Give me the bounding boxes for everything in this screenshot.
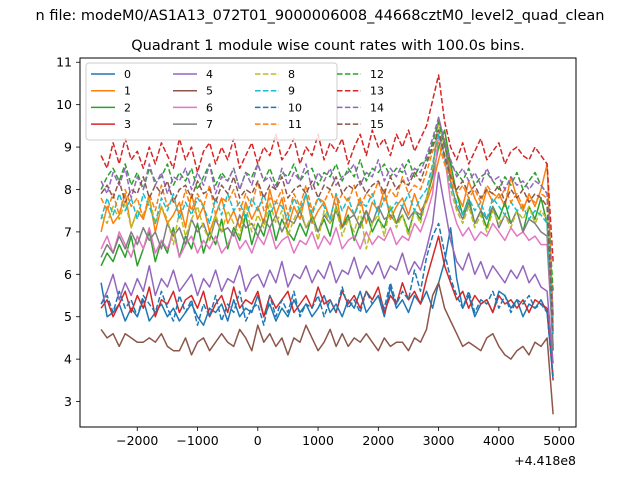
legend-box <box>85 62 338 141</box>
legend-label-15: 15 <box>370 118 384 131</box>
plot-area <box>79 57 577 428</box>
x-tick-label: −2000 <box>116 433 158 448</box>
series-line-4 <box>100 171 554 364</box>
y-tick-label: 7 <box>64 224 72 239</box>
series-line-8 <box>100 120 554 326</box>
series-line-13 <box>100 74 554 262</box>
legend-label-6: 6 <box>206 101 213 114</box>
x-axis-ticks: −2000 −1000 0 1000 2000 3000 4000 5000 <box>116 427 575 448</box>
x-axis-offset-label: +4.418e8 <box>514 453 576 468</box>
x-tick-label: 3000 <box>423 433 455 448</box>
series-line-14 <box>100 116 554 317</box>
series-line-15 <box>100 129 554 334</box>
legend-label-5: 5 <box>206 85 213 98</box>
legend-label-8: 8 <box>288 68 295 81</box>
y-tick-label: 10 <box>56 97 72 112</box>
legend-label-13: 13 <box>370 85 384 98</box>
x-tick-label: 5000 <box>543 433 575 448</box>
y-tick-label: 5 <box>64 309 72 324</box>
y-tick-label: 9 <box>64 140 72 155</box>
series-line-6 <box>100 133 554 347</box>
legend-label-3: 3 <box>124 118 131 131</box>
y-tick-label: 3 <box>64 394 72 409</box>
y-tick-label: 4 <box>64 352 72 367</box>
legend-label-11: 11 <box>288 118 302 131</box>
legend-label-1: 1 <box>124 85 131 98</box>
legend-label-7: 7 <box>206 118 213 131</box>
x-tick-label: 2000 <box>362 433 394 448</box>
legend-label-14: 14 <box>370 101 384 114</box>
legend-label-9: 9 <box>288 85 295 98</box>
legend-label-4: 4 <box>206 68 213 81</box>
y-axis-ticks: 3 4 5 6 7 8 9 10 11 <box>56 55 80 409</box>
series-line-11 <box>100 142 554 326</box>
axes-frame <box>79 57 577 428</box>
figure-suptitle: n file: modeM0/AS1A13_072T01_9000006008_… <box>36 8 605 24</box>
x-tick-label: 1000 <box>302 433 334 448</box>
series-line-0 <box>100 226 554 377</box>
legend-label-0: 0 <box>124 68 131 81</box>
series-layer <box>100 74 554 415</box>
legend-label-2: 2 <box>124 101 131 114</box>
y-tick-label: 11 <box>56 55 72 70</box>
chart-title: Quadrant 1 module wise count rates with … <box>131 38 525 54</box>
y-tick-label: 8 <box>64 182 72 197</box>
x-tick-label: 0 <box>254 433 262 448</box>
x-tick-label: 4000 <box>483 433 515 448</box>
legend-label-10: 10 <box>288 101 302 114</box>
x-tick-label: −1000 <box>176 433 218 448</box>
series-line-12 <box>100 120 554 292</box>
series-line-10 <box>100 222 554 381</box>
series-line-7 <box>100 116 554 347</box>
series-line-3 <box>100 235 554 381</box>
legend-label-12: 12 <box>370 68 384 81</box>
series-line-5 <box>100 282 554 415</box>
y-tick-label: 6 <box>64 267 72 282</box>
